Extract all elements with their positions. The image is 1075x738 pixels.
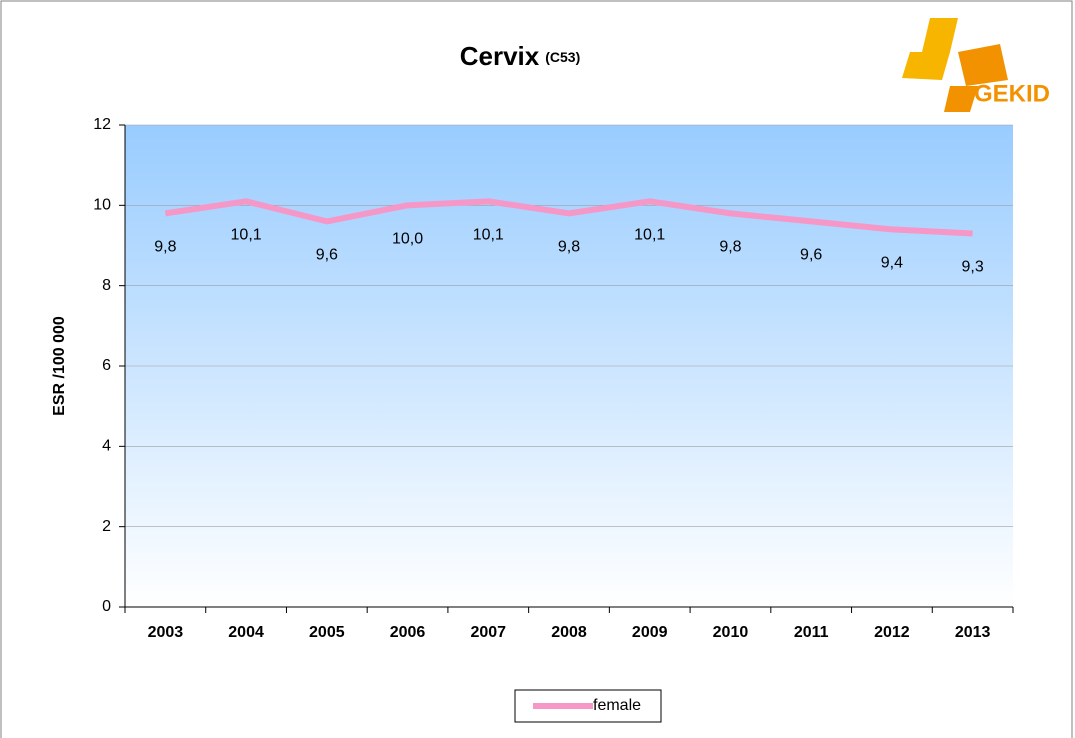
x-tick-label: 2009: [632, 624, 668, 641]
y-tick-label: 4: [102, 438, 111, 455]
x-tick-label: 2003: [148, 624, 184, 641]
data-label: 9,8: [154, 239, 176, 256]
logo-text: GEKID: [974, 80, 1050, 107]
x-tick-label: 2011: [794, 624, 829, 641]
data-label: 9,6: [316, 247, 338, 264]
data-label: 10,1: [231, 227, 262, 244]
data-label: 9,8: [719, 239, 741, 256]
data-label: 10,1: [634, 227, 665, 244]
data-label: 10,1: [473, 227, 504, 244]
y-tick-label: 12: [93, 116, 111, 133]
x-tick-label: 2004: [228, 624, 264, 641]
data-label: 9,8: [558, 239, 580, 256]
title-sub: (C53): [545, 49, 580, 65]
x-tick-label: 2006: [390, 624, 426, 641]
y-tick-label: 6: [102, 357, 111, 374]
data-label: 9,4: [881, 255, 903, 272]
x-tick-label: 2007: [470, 624, 506, 641]
x-tick-label: 2005: [309, 624, 345, 641]
y-axis-label: ESR /100 000: [51, 316, 68, 416]
data-line: [164, 198, 973, 237]
x-tick-label: 2010: [713, 624, 749, 641]
y-tick-label: 8: [102, 277, 111, 294]
x-tick-label: 2012: [874, 624, 910, 641]
title-main: Cervix: [460, 41, 540, 71]
data-label: 10,0: [392, 231, 423, 248]
data-label: 9,6: [800, 247, 822, 264]
chart-title: Cervix (C53): [460, 41, 581, 71]
y-tick-label: 2: [102, 518, 111, 535]
x-tick-label: 2008: [551, 624, 587, 641]
data-label: 9,3: [962, 259, 984, 276]
x-tick-label: 2013: [955, 624, 991, 641]
y-tick-label: 10: [93, 197, 111, 214]
legend-label: female: [593, 697, 641, 714]
logo: GEKID: [902, 18, 1050, 112]
y-tick-label: 0: [102, 598, 111, 615]
